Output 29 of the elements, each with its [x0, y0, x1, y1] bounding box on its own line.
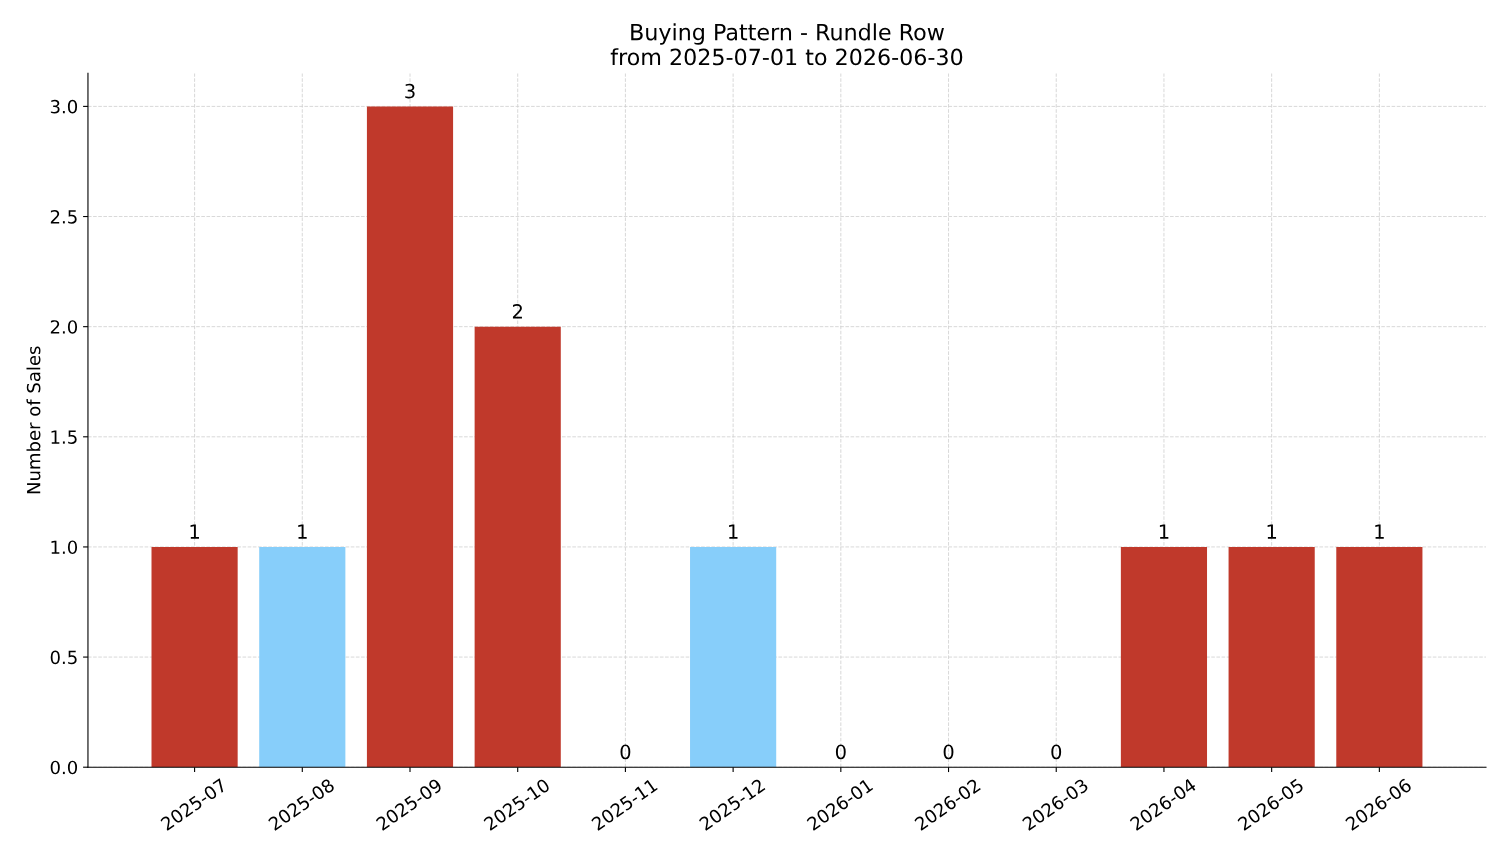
data-label: 1 — [729, 524, 738, 539]
bar — [366, 106, 454, 768]
data-label: 1 — [1159, 524, 1169, 539]
y-tick-label: 3.0 — [50, 99, 78, 114]
data-label: 1 — [298, 524, 307, 539]
y-axis-title: Number of Sales — [26, 346, 41, 494]
y-tick-label: 2.5 — [50, 209, 77, 224]
y-tick-label: 0.5 — [50, 650, 77, 665]
y-tick-label: 0.0 — [50, 760, 78, 775]
bar — [474, 326, 561, 768]
data-label: 1 — [1267, 524, 1277, 539]
y-tick-label: 2.0 — [50, 320, 78, 334]
y-tick-label: 1.0 — [51, 540, 78, 555]
data-label: 3 — [405, 83, 415, 99]
data-label: 2 — [512, 304, 522, 319]
bar — [1228, 546, 1315, 768]
bar — [1336, 546, 1423, 768]
chart-title: Buying Pattern - Rundle Row from 2025-07-01 to 2026-06-30 — [610, 23, 963, 66]
data-label: 0 — [835, 744, 846, 760]
bar — [1120, 546, 1208, 768]
bar — [690, 546, 777, 768]
bar — [259, 546, 346, 768]
data-label: 0 — [1051, 744, 1062, 760]
data-label: 0 — [943, 744, 954, 760]
data-label: 1 — [190, 524, 199, 539]
data-label: 0 — [620, 744, 631, 760]
bar — [151, 546, 238, 768]
y-tick-label: 1.5 — [51, 430, 77, 444]
data-label: 1 — [1375, 524, 1384, 539]
